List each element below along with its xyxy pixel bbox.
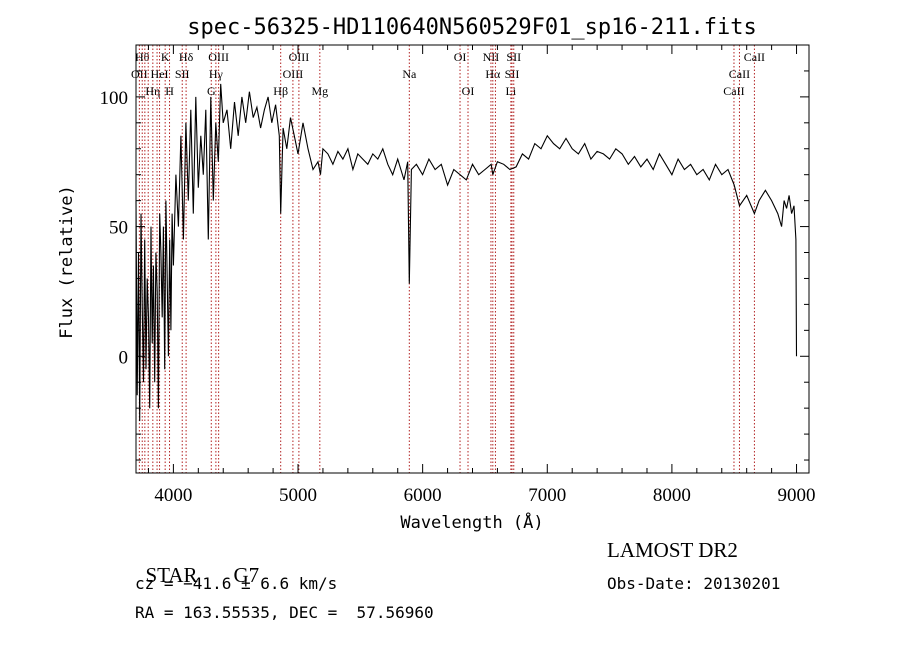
spectral-line-label: H — [165, 84, 174, 98]
class-label: STAR — [145, 563, 198, 587]
spectral-line-label: G — [207, 84, 216, 98]
spectral-line-label: CaII — [729, 67, 750, 81]
spectral-line-label: HeI — [151, 67, 169, 81]
y-tick-label: 50 — [109, 218, 128, 239]
spectral-line-label: SII — [506, 50, 521, 64]
spectral-line-label: OIII — [283, 67, 304, 81]
spectral-line-label: OIII — [208, 50, 229, 64]
spectrum-line — [135, 83, 798, 422]
x-tick-label: 8000 — [653, 485, 691, 506]
spectral-line-label: Hθ — [135, 50, 150, 64]
axes — [135, 44, 810, 474]
spectral-line-label: K — [161, 50, 170, 64]
plot-frame — [135, 44, 810, 474]
x-tick-label: 9000 — [778, 485, 816, 506]
x-tick-label: 6000 — [404, 485, 442, 506]
y-tick-label: 100 — [100, 88, 129, 109]
spectral-line-label: NII — [483, 50, 500, 64]
spectral-line-label: Mg — [311, 84, 328, 98]
spectral-line-label: SII — [175, 67, 190, 81]
x-tick-label: 7000 — [528, 485, 566, 506]
chart-title: spec-56325-HD110640N560529F01_sp16-211.f… — [187, 15, 757, 40]
spectral-line-label: CaII — [744, 50, 765, 64]
x-tick-label: 5000 — [279, 485, 317, 506]
spectral-line-label: OII — [131, 67, 148, 81]
ra-dec: RA = 163.55535, DEC = 57.56960 — [135, 603, 434, 622]
spectral-line-label: Na — [402, 67, 417, 81]
spectral-line-label: Hα — [485, 67, 501, 81]
spectral-line-label: Hη — [145, 84, 160, 98]
spectral-line-label: SII — [505, 67, 520, 81]
spectral-line-markers: OIIHθHηHeIKHSIIHδGHγOIIIHβOIIIOIIIMgNaOI… — [131, 45, 765, 473]
cz-value: cz = −41.6 ± 6.6 km/s — [135, 574, 338, 593]
spectral-line-label: CaII — [723, 84, 744, 98]
x-axis-ticks: 4000 5000 6000 7000 8000 9000 — [147, 45, 816, 506]
subclass-label: G7 — [233, 563, 260, 587]
spectral-line-label: OIII — [289, 50, 310, 64]
spectral-line-label: Hγ — [209, 67, 224, 81]
y-axis-label: Flux (relative) — [57, 185, 77, 339]
spectral-line-label: Li — [506, 84, 517, 98]
spectral-line-label: Hδ — [179, 50, 194, 64]
survey-label: LAMOST DR2 — [607, 538, 738, 562]
object-class: STAR G7 — [135, 538, 260, 588]
spectral-line-label: Hβ — [273, 84, 288, 98]
y-tick-label: 0 — [119, 347, 129, 368]
x-axis-label: Wavelength (Å) — [400, 511, 543, 533]
x-tick-label: 4000 — [154, 485, 192, 506]
y-axis-ticks: 0 50 100 — [100, 44, 809, 461]
spectral-line-label: OI — [462, 84, 475, 98]
obs-date: Obs-Date: 20130201 — [607, 574, 781, 593]
spectral-line-label: OI — [454, 50, 467, 64]
